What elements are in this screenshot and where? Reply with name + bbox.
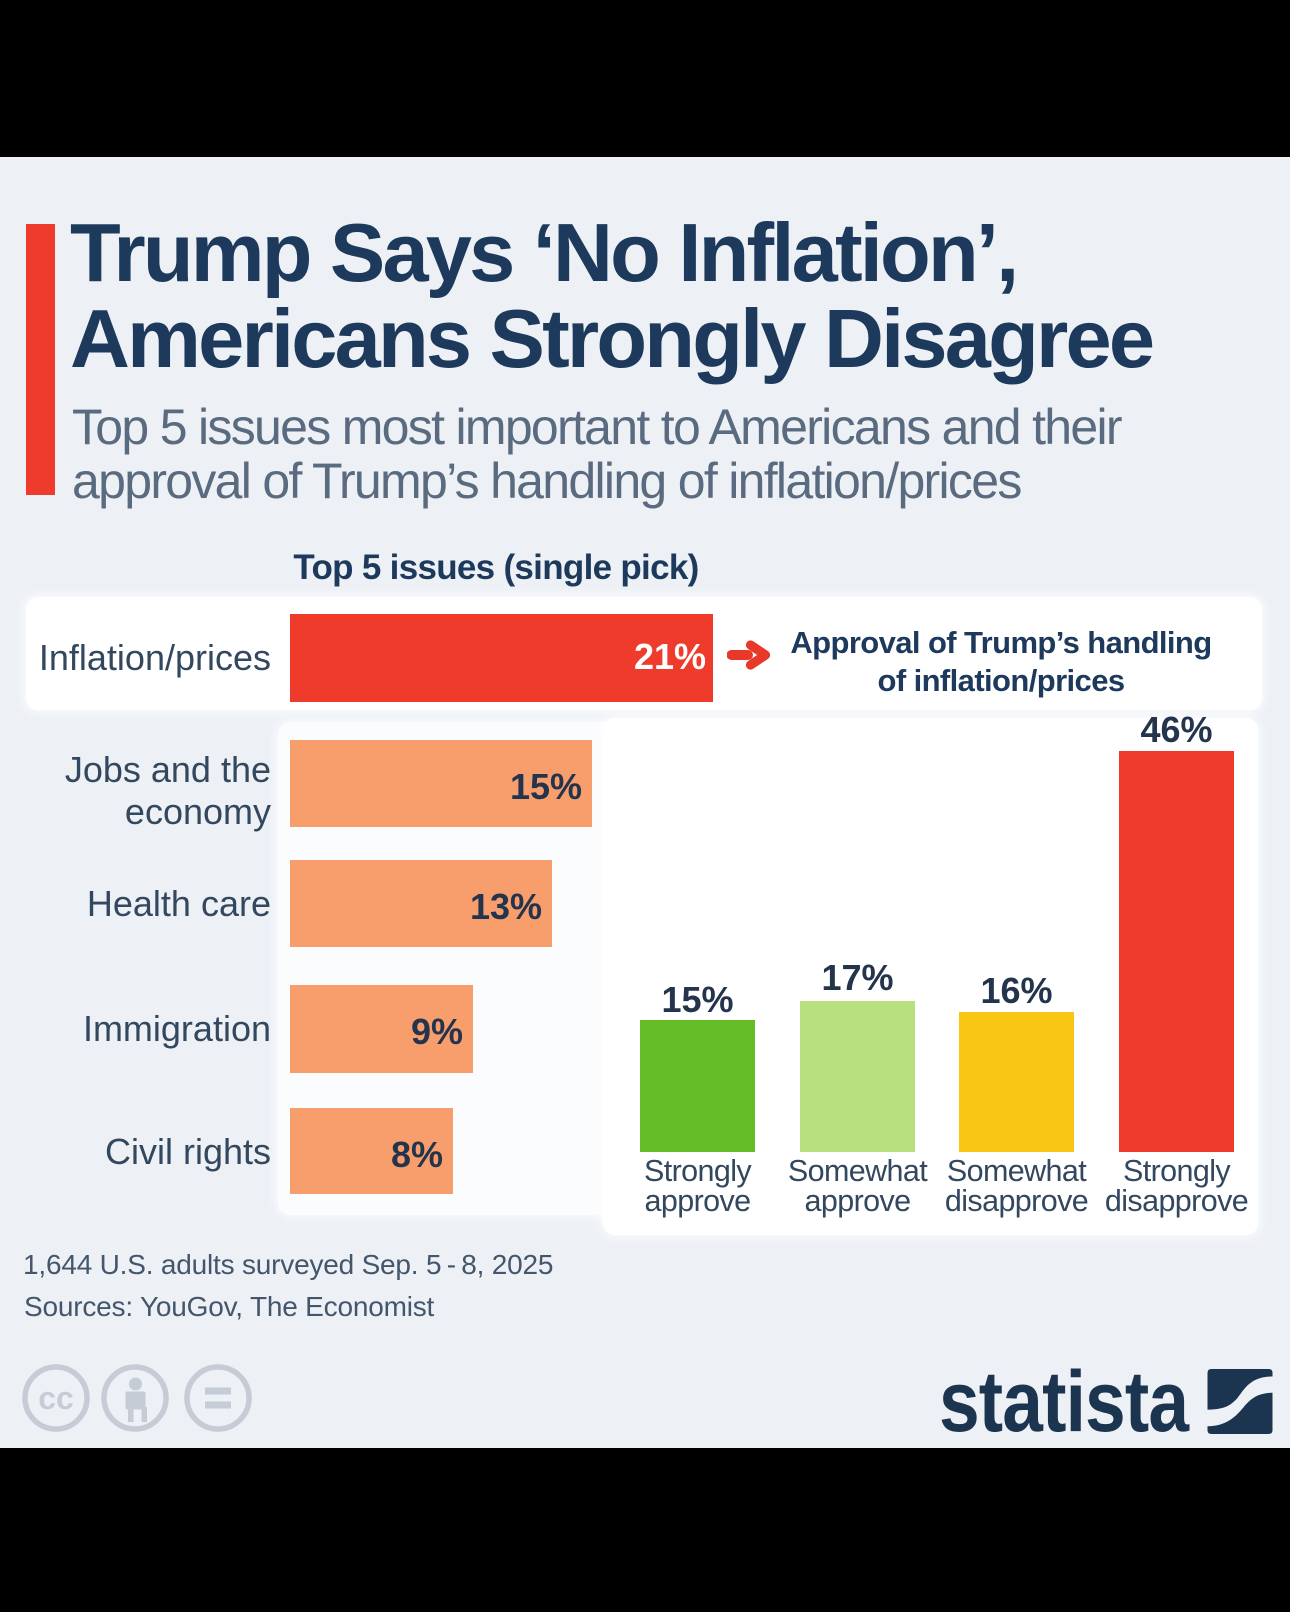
svg-text:cc: cc bbox=[38, 1380, 74, 1416]
